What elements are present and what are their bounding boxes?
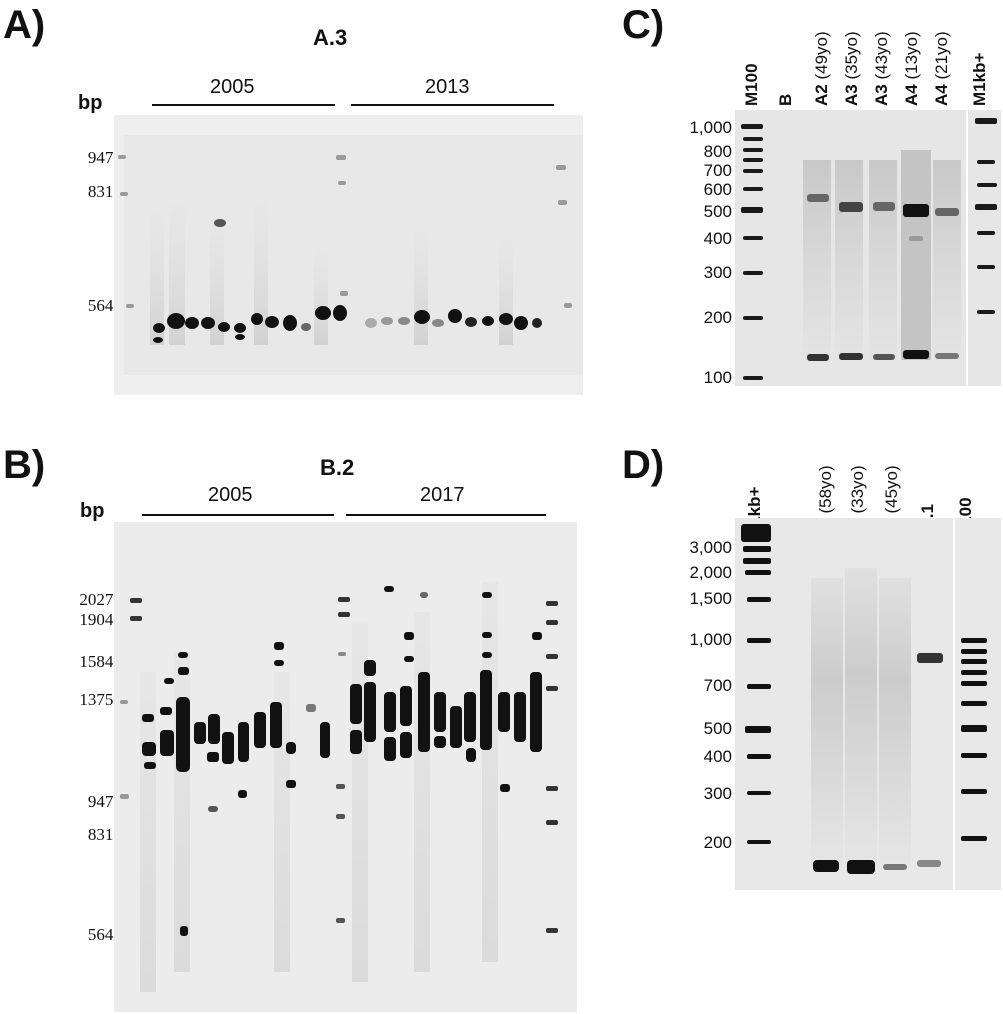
panel-d-letter: D) — [622, 443, 665, 487]
panel-d-size-3000: 3,000 — [689, 538, 732, 557]
panel-b-bp-heading: bp — [80, 500, 105, 522]
panel-b-marker-564: 564- — [87, 925, 119, 944]
panel-b-year-2: 2017 — [420, 484, 465, 506]
panel-c-size-700: 700 — [703, 161, 732, 180]
panel-c-size-1000: 1,000 — [689, 118, 732, 137]
panel-c-lane-label-8: M1kb+ — [970, 52, 989, 106]
panel-b-marker-1904: 1904- — [79, 610, 119, 629]
panel-a-marker-947: 947- — [87, 148, 119, 167]
panel-c-gel-image — [735, 110, 1001, 386]
panel-a-year-1: 2005 — [210, 76, 255, 98]
panel-b-year-1-line — [142, 514, 334, 516]
panel-b-year-1: 2005 — [208, 484, 253, 506]
panel-b-gel-image — [114, 522, 577, 1012]
panel-c-size-800: 800 — [703, 142, 732, 161]
panel-a-year-2-line — [351, 104, 554, 106]
panel-c-size-300: 300 — [703, 263, 732, 282]
panel-d-size-2000: 2,000 — [689, 563, 732, 582]
panel-d-size-200: 200 — [703, 833, 732, 852]
panel-b-title: B.2 — [320, 455, 355, 480]
panel-a-bp-heading: bp — [78, 92, 103, 114]
panel-c-size-200: 200 — [703, 308, 732, 327]
panel-d-size-1500: 1,500 — [689, 589, 732, 608]
panel-a-year-2: 2013 — [425, 76, 470, 98]
panel-b-marker-2027: 2027- — [79, 590, 119, 609]
panel-c-size-400: 400 — [703, 229, 732, 248]
panel-a-gel-image — [114, 115, 583, 395]
panel-b-marker-1375: 1375- — [79, 690, 119, 709]
panel-c-lane-label-2: B — [776, 93, 795, 106]
panel-a-marker-564: 564- — [87, 296, 119, 315]
panel-a-letter: A) — [3, 3, 46, 47]
panel-d-size-500: 500 — [703, 719, 732, 738]
panel-b-marker-947: 947- — [87, 792, 119, 811]
panel-c-lane-label-7: A4 (21yo) — [932, 31, 951, 106]
panel-c-lane-label-3: A2 (49yo) — [812, 31, 831, 106]
panel-c-lane-label-4: A3 (35yo) — [842, 31, 861, 106]
panel-d-size-300: 300 — [703, 784, 732, 803]
panel-b-year-2-line — [346, 514, 546, 516]
panel-c-lane-label-1: M100 — [742, 63, 761, 106]
panel-d-size-700: 700 — [703, 676, 732, 695]
panel-a-marker-831: 831- — [87, 182, 119, 201]
panel-c-letter: C) — [622, 3, 665, 47]
panel-b-marker-1584: 1584- — [79, 652, 119, 671]
panel-d-size-400: 400 — [703, 747, 732, 766]
panel-a-title: A.3 — [313, 25, 348, 50]
panel-c-size-500: 500 — [703, 202, 732, 221]
panel-a-year-1-line — [152, 104, 335, 106]
panel-c-size-600: 600 — [703, 180, 732, 199]
panel-c-lane-label-6: A4 (13yo) — [902, 31, 921, 106]
panel-b-marker-831: 831- — [87, 825, 119, 844]
panel-d-gel-image — [735, 518, 1001, 890]
panel-d-size-1000: 1,000 — [689, 630, 732, 649]
panel-c-size-100: 100 — [703, 368, 732, 387]
panel-c-lane-label-5: A3 (43yo) — [872, 31, 891, 106]
panel-b-letter: B) — [3, 443, 46, 487]
